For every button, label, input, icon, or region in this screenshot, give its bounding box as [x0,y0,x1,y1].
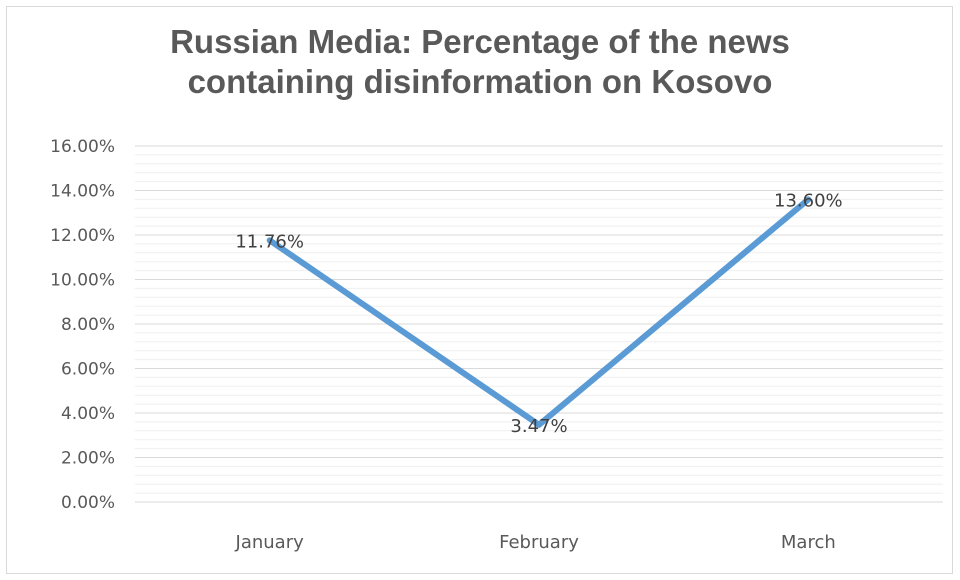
series-line-group [266,196,812,428]
data-labels: 11.76% 3.47% 13.60% [235,190,842,436]
y-tick-label: 16.00% [50,137,115,157]
y-tick-label: 2.00% [61,449,115,469]
y-tick-label: 8.00% [61,315,115,335]
series-line [266,196,812,428]
x-category-label: March [781,532,836,553]
y-tick-label: 6.00% [61,360,115,380]
gridlines [135,145,943,503]
x-category-label: January [235,532,305,553]
y-tick-label: 4.00% [61,404,115,424]
chart-title-line-2: containing disinformation on Kosovo [187,63,773,100]
data-label: 11.76% [235,231,304,252]
x-axis-category-labels: January February March [235,532,836,553]
y-tick-label: 10.00% [50,271,115,291]
x-category-label: February [499,532,579,553]
y-axis-tick-labels: 0.00% 2.00% 4.00% 6.00% 8.00% 10.00% 12.00% 14.… [50,137,115,513]
chart-frame [6,6,953,574]
chart-title: Russian Media: Percentage of the news co… [0,22,960,102]
y-tick-label: 12.00% [50,226,115,246]
data-label: 13.60% [774,190,843,211]
chart-title-line-1: Russian Media: Percentage of the news [170,23,790,60]
data-label: 3.47% [510,416,567,437]
y-tick-label: 14.00% [50,182,115,202]
y-tick-label: 0.00% [61,493,115,513]
